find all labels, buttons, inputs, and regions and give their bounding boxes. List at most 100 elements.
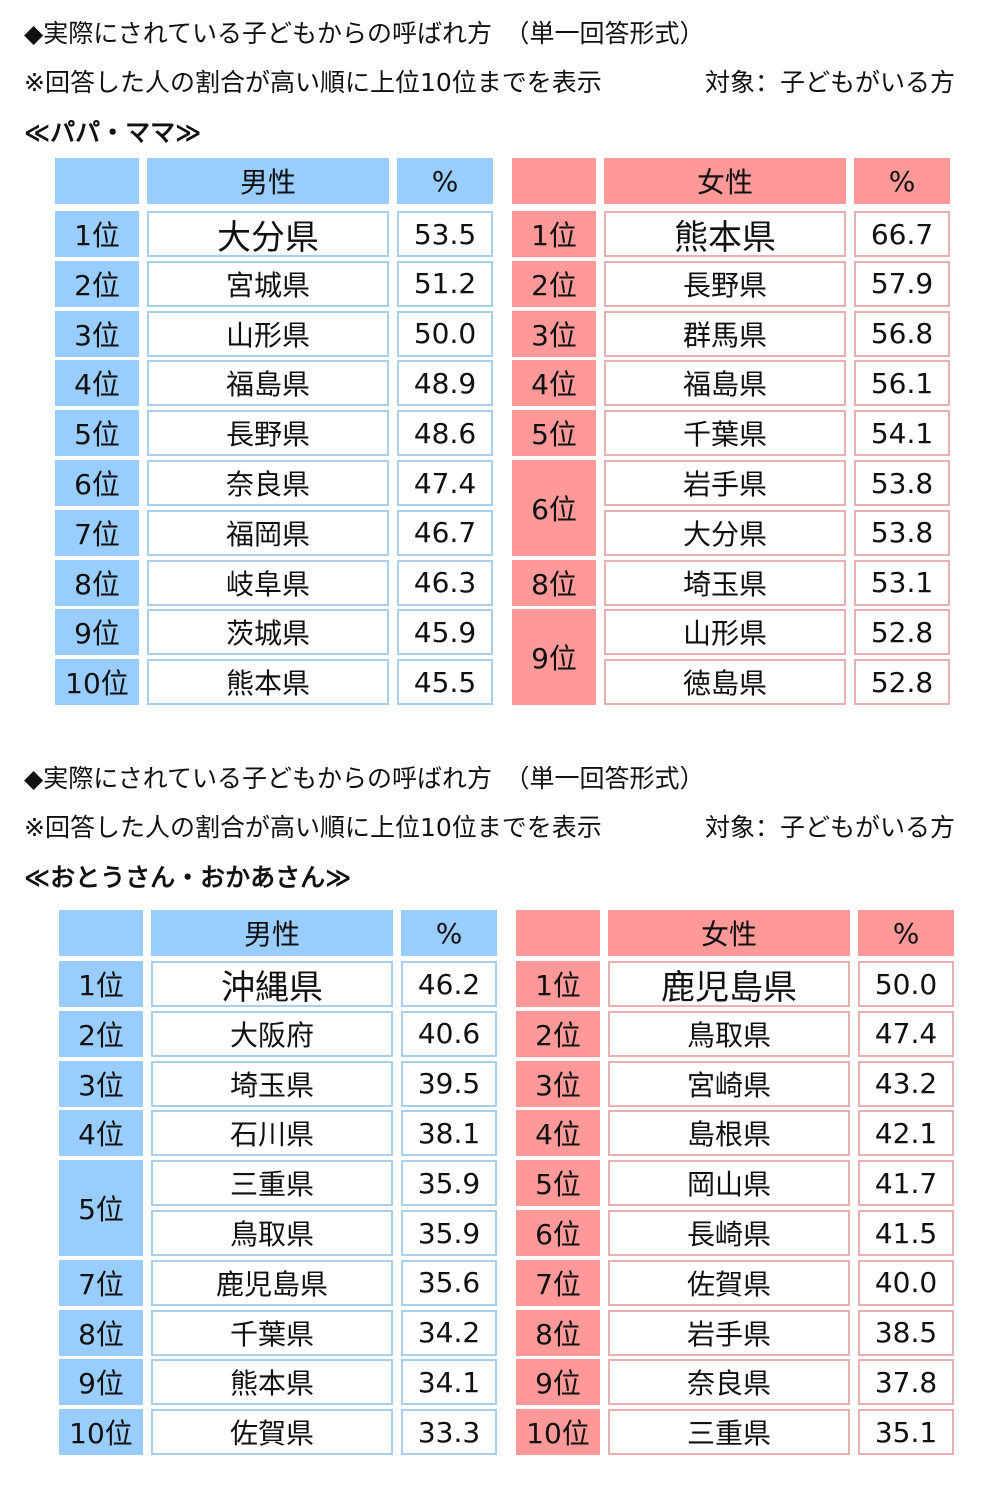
prefecture-cell: 千葉県 <box>604 410 846 457</box>
header-percent: % <box>854 158 950 204</box>
rank-cell: 5位 <box>516 1160 600 1207</box>
prefecture-cell: 茨城県 <box>147 609 389 656</box>
percent-cell: 38.5 <box>858 1309 954 1356</box>
percent-cell: 56.1 <box>854 360 950 407</box>
rank-cell: 10位 <box>516 1409 600 1456</box>
prefecture-cell: 鳥取県 <box>608 1010 850 1057</box>
prefecture-cell: 福島県 <box>147 360 389 407</box>
percent-cell: 39.5 <box>401 1060 497 1107</box>
rank-cell: 7位 <box>59 1259 143 1306</box>
prefecture-cell: 福島県 <box>604 360 846 407</box>
section-label: ≪パパ・ママ≫ <box>24 118 202 147</box>
prefecture-cell: 山形県 <box>147 310 389 357</box>
rank-cell: 8位 <box>59 1309 143 1356</box>
rank-cell: 3位 <box>512 310 596 357</box>
percent-cell: 41.7 <box>858 1160 954 1207</box>
rank-cell: 4位 <box>59 1110 143 1157</box>
header-percent: % <box>858 910 954 956</box>
percent-cell: 53.8 <box>854 460 950 506</box>
rank-cell: 3位 <box>516 1060 600 1107</box>
percent-cell: 56.8 <box>854 310 950 357</box>
header-gender: 女性 <box>604 158 846 204</box>
section-title: ◆実際にされている子どもからの呼ばれ方 （単一回答形式） <box>24 764 705 793</box>
rank-cell: 5位 <box>59 1160 143 1256</box>
percent-cell: 48.6 <box>397 410 493 457</box>
header-blank <box>59 910 143 956</box>
percent-cell: 66.7 <box>854 211 950 257</box>
prefecture-cell: 岐阜県 <box>147 559 389 606</box>
header-blank <box>512 158 596 204</box>
section-target: 対象：子どもがいる方 <box>705 68 956 97</box>
percent-cell: 46.2 <box>401 961 497 1007</box>
rank-cell: 6位 <box>516 1210 600 1256</box>
rank-cell: 8位 <box>512 559 596 606</box>
prefecture-cell: 沖縄県 <box>151 961 393 1008</box>
rank-cell: 7位 <box>55 509 139 556</box>
rank-cell: 3位 <box>59 1060 143 1107</box>
percent-cell: 34.1 <box>401 1359 497 1406</box>
prefecture-cell: 石川県 <box>151 1110 393 1157</box>
percent-cell: 48.9 <box>397 360 493 407</box>
rank-cell: 1位 <box>512 211 596 257</box>
prefecture-cell: 埼玉県 <box>604 559 846 606</box>
percent-cell: 53.1 <box>854 559 950 606</box>
section-title: ◆実際にされている子どもからの呼ばれ方 （単一回答形式） <box>24 19 705 48</box>
percent-cell: 43.2 <box>858 1060 954 1107</box>
prefecture-cell: 三重県 <box>151 1160 393 1207</box>
prefecture-cell: 大阪府 <box>151 1010 393 1057</box>
percent-cell: 40.0 <box>858 1259 954 1306</box>
percent-cell: 47.4 <box>858 1010 954 1057</box>
percent-cell: 47.4 <box>397 460 493 506</box>
rank-cell: 1位 <box>59 961 143 1007</box>
rank-cell: 2位 <box>512 260 596 307</box>
prefecture-cell: 岩手県 <box>608 1309 850 1356</box>
prefecture-cell: 奈良県 <box>608 1359 850 1406</box>
percent-cell: 34.2 <box>401 1309 497 1356</box>
prefecture-cell: 大分県 <box>604 509 846 556</box>
header-blank <box>55 158 139 204</box>
prefecture-cell: 奈良県 <box>147 460 389 506</box>
prefecture-cell: 埼玉県 <box>151 1060 393 1107</box>
percent-cell: 35.1 <box>858 1409 954 1456</box>
percent-cell: 53.8 <box>854 509 950 556</box>
prefecture-cell: 山形県 <box>604 609 846 656</box>
rank-cell: 6位 <box>55 460 139 506</box>
rank-cell: 3位 <box>55 310 139 357</box>
rank-cell: 2位 <box>516 1010 600 1057</box>
percent-cell: 33.3 <box>401 1409 497 1456</box>
rank-cell: 9位 <box>55 609 139 656</box>
rank-cell: 4位 <box>516 1110 600 1157</box>
percent-cell: 52.8 <box>854 609 950 656</box>
prefecture-cell: 岩手県 <box>604 460 846 506</box>
rank-cell: 2位 <box>55 260 139 307</box>
percent-cell: 53.5 <box>397 211 493 257</box>
rank-cell: 10位 <box>59 1409 143 1456</box>
prefecture-cell: 熊本県 <box>151 1359 393 1406</box>
rank-cell: 9位 <box>59 1359 143 1406</box>
section-label: ≪おとうさん・おかあさん≫ <box>24 863 352 892</box>
percent-cell: 54.1 <box>854 410 950 457</box>
percent-cell: 51.2 <box>397 260 493 307</box>
prefecture-cell: 佐賀県 <box>608 1259 850 1306</box>
prefecture-cell: 大分県 <box>147 211 389 258</box>
rank-cell: 7位 <box>516 1259 600 1306</box>
prefecture-cell: 群馬県 <box>604 310 846 357</box>
header-gender: 男性 <box>147 158 389 204</box>
prefecture-cell: 長野県 <box>604 260 846 307</box>
header-gender: 女性 <box>608 910 850 956</box>
rank-cell: 8位 <box>55 559 139 606</box>
section-note: ※回答した人の割合が高い順に上位10位までを表示 <box>24 68 602 97</box>
rank-cell: 9位 <box>512 609 596 706</box>
percent-cell: 50.0 <box>397 310 493 357</box>
rank-cell: 8位 <box>516 1309 600 1356</box>
prefecture-cell: 三重県 <box>608 1409 850 1456</box>
rank-cell: 10位 <box>55 659 139 706</box>
percent-cell: 45.9 <box>397 609 493 656</box>
percent-cell: 57.9 <box>854 260 950 307</box>
prefecture-cell: 岡山県 <box>608 1160 850 1207</box>
rank-cell: 2位 <box>59 1010 143 1057</box>
prefecture-cell: 長野県 <box>147 410 389 457</box>
rank-cell: 5位 <box>55 410 139 457</box>
rank-cell: 4位 <box>512 360 596 407</box>
percent-cell: 52.8 <box>854 659 950 706</box>
